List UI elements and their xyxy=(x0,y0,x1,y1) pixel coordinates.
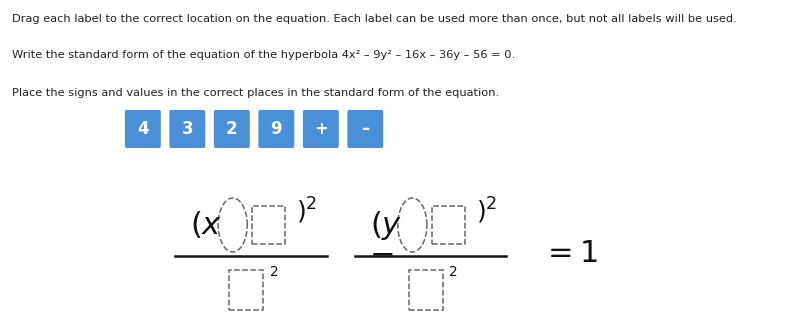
Text: 4: 4 xyxy=(137,120,149,138)
Text: $)^2$: $)^2$ xyxy=(296,196,318,226)
Text: 2: 2 xyxy=(226,120,238,138)
Text: $^2$: $^2$ xyxy=(448,267,458,286)
Text: $)^2$: $)^2$ xyxy=(476,196,497,226)
FancyBboxPatch shape xyxy=(125,110,161,148)
Text: $= 1$: $= 1$ xyxy=(542,239,598,269)
Text: Drag each label to the correct location on the equation. Each label can be used : Drag each label to the correct location … xyxy=(12,14,737,24)
Text: –: – xyxy=(361,120,370,138)
Text: $(x$: $(x$ xyxy=(190,209,222,240)
FancyBboxPatch shape xyxy=(214,110,250,148)
Bar xyxy=(230,270,263,310)
FancyBboxPatch shape xyxy=(258,110,294,148)
FancyBboxPatch shape xyxy=(170,110,206,148)
Text: Write the standard form of the equation of the hyperbola 4x² – 9y² – 16x – 36y –: Write the standard form of the equation … xyxy=(12,50,515,60)
Bar xyxy=(432,206,465,244)
Text: $(y$: $(y$ xyxy=(370,208,402,241)
Text: $^2$: $^2$ xyxy=(269,267,278,286)
Bar xyxy=(409,270,443,310)
Text: Place the signs and values in the correct places in the standard form of the equ: Place the signs and values in the correc… xyxy=(12,88,499,98)
Text: +: + xyxy=(314,120,328,138)
Text: 3: 3 xyxy=(182,120,193,138)
Text: $-$: $-$ xyxy=(369,239,393,269)
Text: 9: 9 xyxy=(270,120,282,138)
Bar xyxy=(252,206,285,244)
FancyBboxPatch shape xyxy=(303,110,338,148)
FancyBboxPatch shape xyxy=(347,110,383,148)
